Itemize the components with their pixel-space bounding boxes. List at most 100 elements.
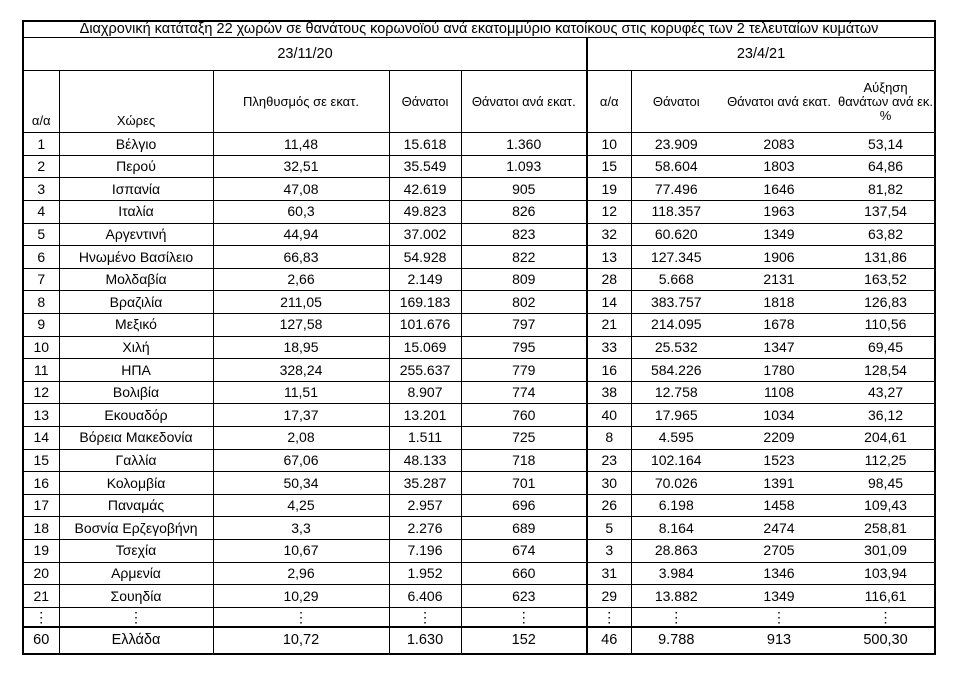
table-row: 19 Τσεχία 10,67 7.196 674 3 28.863 2705 301,09 <box>22 538 937 563</box>
cell-increase-pct: 301,09 <box>837 538 937 563</box>
cell-aa: 13 <box>22 403 60 427</box>
cell-deaths-wave2: 5.668 <box>631 267 721 292</box>
cell-deaths-per-million-w2: 1349 <box>721 584 837 608</box>
cell-deaths-per-million-w1: 1.093 <box>460 154 588 179</box>
cell-country: ΗΠΑ <box>58 358 214 382</box>
cell-deaths-per-million-w2: 1906 <box>721 245 837 269</box>
table-row: 1 Βέλγιο 11,48 15.618 1.360 10 23.909 2083 53,14 <box>22 132 937 156</box>
cell-deaths-wave1: 8.907 <box>388 380 462 405</box>
cell-deaths-per-million-w2: 2083 <box>721 132 837 156</box>
ellipsis-increase: ⋮ <box>837 606 937 628</box>
cell-increase-pct: 258,81 <box>837 516 937 540</box>
cell-increase-pct: 36,12 <box>837 403 937 427</box>
cell-population: 2,96 <box>212 561 390 586</box>
cell-deaths-wave1: 48.133 <box>388 448 462 473</box>
group-header-wave2: 23/4/21 <box>585 37 937 72</box>
col-header-deaths-wave1: Θάνατοι <box>388 70 462 134</box>
column-header-row: α/α Χώρες Πληθυσμός σε εκατ. Θάνατοι Θάν… <box>22 70 937 134</box>
cell-deaths-wave1: 2.149 <box>388 267 462 292</box>
cell-country: Ισπανία <box>58 177 214 201</box>
total-deaths: 1.630 <box>388 626 462 656</box>
cell-country: Σουηδία <box>58 584 214 608</box>
table-row: 4 Ιταλία 60,3 49.823 826 12 118.357 1963 137,54 <box>22 200 937 224</box>
table-row-total: 60 Ελλάδα 10,72 1.630 152 46 9.788 913 5… <box>22 626 937 656</box>
cell-deaths-per-million-w1: 823 <box>460 222 588 247</box>
cell-deaths-wave2: 13.882 <box>631 584 721 608</box>
cell-deaths-per-million-w2: 1646 <box>721 177 837 201</box>
cell-deaths-per-million-w2: 2209 <box>721 425 837 450</box>
cell-deaths-per-million-w1: 1.360 <box>460 132 588 156</box>
cell-deaths-per-million-w1: 701 <box>460 471 588 495</box>
cell-deaths-wave1: 13.201 <box>388 403 462 427</box>
cell-deaths-per-million-w2: 1523 <box>721 448 837 473</box>
cell-deaths-wave2: 102.164 <box>631 448 721 473</box>
cell-population: 4,25 <box>212 493 390 518</box>
cell-aa: 16 <box>22 471 60 495</box>
cell-deaths-wave2: 6.198 <box>631 493 721 518</box>
cell-deaths-wave1: 2.276 <box>388 516 462 540</box>
cell-deaths-per-million-w1: 774 <box>460 380 588 405</box>
cell-country: Βέλγιο <box>58 132 214 156</box>
cell-increase-pct: 103,94 <box>837 561 937 586</box>
cell-increase-pct: 110,56 <box>837 312 937 337</box>
cell-deaths-per-million-w1: 826 <box>460 200 588 224</box>
cell-deaths-per-million-w2: 1818 <box>721 290 837 314</box>
cell-aa2: 3 <box>586 538 632 563</box>
cell-aa: 7 <box>22 267 60 292</box>
cell-deaths-wave2: 4.595 <box>631 425 721 450</box>
cell-aa: 20 <box>22 561 60 586</box>
cell-deaths-per-million-w1: 623 <box>460 584 588 608</box>
cell-population: 44,94 <box>212 222 390 247</box>
cell-deaths-wave2: 584.226 <box>631 358 721 382</box>
table-row: 5 Αργεντινή 44,94 37.002 823 32 60.620 1349 63,8… <box>22 222 937 247</box>
cell-country: Περού <box>58 154 214 179</box>
cell-deaths-wave1: 1.511 <box>388 425 462 450</box>
cell-deaths-per-million-w2: 1803 <box>721 154 837 179</box>
data-rows: 1 Βέλγιο 11,48 15.618 1.360 10 23.909 2083 53,14… <box>22 132 937 608</box>
cell-country: Βραζιλία <box>58 290 214 314</box>
cell-population: 11,51 <box>212 380 390 405</box>
ellipsis-deaths-per-million2: ⋮ <box>721 606 837 628</box>
cell-aa2: 16 <box>586 358 632 382</box>
cell-aa: 5 <box>22 222 60 247</box>
cell-deaths-wave1: 7.196 <box>388 538 462 563</box>
group-header-wave1: 23/11/20 <box>22 37 588 72</box>
table-body: Διαχρονική κατάταξη 22 χωρών σε θανάτους… <box>21 20 937 134</box>
cell-aa: 9 <box>22 312 60 337</box>
table-row: 21 Σουηδία 10,29 6.406 623 29 13.882 1349 116,61 <box>22 584 937 608</box>
cell-aa: 21 <box>22 584 60 608</box>
cell-population: 10,29 <box>212 584 390 608</box>
cell-country: Παναμάς <box>58 493 214 518</box>
cell-deaths-per-million-w1: 718 <box>460 448 588 473</box>
cell-deaths-wave2: 214.095 <box>631 312 721 337</box>
cell-deaths-per-million-w1: 674 <box>460 538 588 563</box>
col-header-population: Πληθυσμός σε εκατ. <box>212 70 390 134</box>
cell-deaths-wave2: 127.345 <box>631 245 721 269</box>
cell-aa2: 8 <box>586 425 632 450</box>
cell-deaths-wave1: 255.637 <box>388 358 462 382</box>
cell-aa: 14 <box>22 425 60 450</box>
cell-aa: 10 <box>22 335 60 360</box>
total-increase-pct: 500,30 <box>837 626 937 656</box>
table-row: 16 Κολομβία 50,34 35.287 701 30 70.026 1391 98,4… <box>22 471 937 495</box>
cell-population: 3,3 <box>212 516 390 540</box>
cell-population: 211,05 <box>212 290 390 314</box>
cell-deaths-wave1: 2.957 <box>388 493 462 518</box>
cell-deaths-per-million-w1: 779 <box>460 358 588 382</box>
cell-deaths-per-million-w2: 1034 <box>721 403 837 427</box>
total-deaths2: 9.788 <box>631 626 721 656</box>
cell-increase-pct: 98,45 <box>837 471 937 495</box>
cell-deaths-wave1: 35.549 <box>388 154 462 179</box>
table-container: Διαχρονική κατάταξη 22 χωρών σε θανάτους… <box>21 20 937 656</box>
ellipsis-population: ⋮ <box>212 606 390 628</box>
table-row: 6 Ηνωμένο Βασίλειο 66,83 54.928 822 13 127.345… <box>22 245 937 269</box>
cell-increase-pct: 43,27 <box>837 380 937 405</box>
col-header-increase-pct: Αύξηση θανάτων ανά εκ. % <box>837 70 937 134</box>
cell-country: Βόρεια Μακεδονία <box>58 425 214 450</box>
cell-deaths-wave1: 35.287 <box>388 471 462 495</box>
cell-increase-pct: 163,52 <box>837 267 937 292</box>
cell-deaths-per-million-w1: 795 <box>460 335 588 360</box>
cell-increase-pct: 126,83 <box>837 290 937 314</box>
cell-increase-pct: 128,54 <box>837 358 937 382</box>
cell-deaths-per-million-w2: 1349 <box>721 222 837 247</box>
